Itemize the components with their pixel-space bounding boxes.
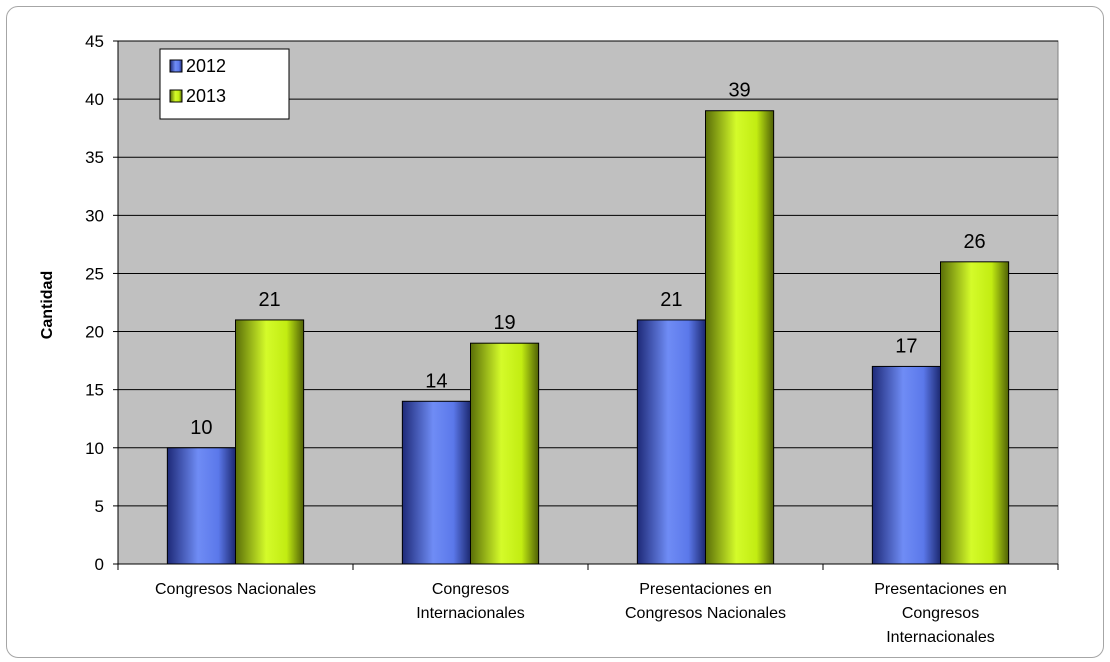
y-tick-label: 0 [95, 555, 104, 574]
legend-label: 2012 [186, 56, 226, 76]
y-tick-label: 35 [85, 148, 104, 167]
bar-2013 [470, 342, 540, 565]
y-tick-label: 25 [85, 264, 104, 283]
data-label: 21 [660, 289, 682, 311]
legend-swatch-2012 [169, 59, 183, 73]
bar-2012 [636, 319, 706, 565]
bar-2013 [235, 319, 305, 565]
y-tick-label: 20 [85, 323, 104, 342]
x-tick-label: Presentaciones en [874, 581, 1007, 598]
bar-2012 [166, 447, 237, 565]
bar-2012 [401, 400, 472, 565]
y-tick-label: 5 [95, 497, 104, 516]
data-label: 26 [963, 231, 985, 253]
data-label: 10 [190, 417, 212, 439]
y-tick-label: 15 [85, 381, 104, 400]
data-label: 14 [425, 370, 447, 392]
y-tick-label: 45 [85, 32, 104, 51]
data-label: 17 [895, 335, 917, 357]
legend-label: 2013 [186, 86, 226, 106]
bar-2013 [940, 261, 1010, 565]
x-tick-label: Congresos [432, 581, 509, 598]
data-label: 21 [258, 289, 280, 311]
data-label: 39 [728, 80, 750, 102]
legend: 2012 2013 [159, 48, 290, 120]
y-tick-label: 30 [85, 206, 104, 225]
y-axis-label: Cantidad [39, 271, 56, 339]
x-tick-label: Congresos [902, 605, 979, 622]
legend-swatch-2013 [169, 89, 183, 103]
y-tick-label: 10 [85, 439, 104, 458]
data-label: 19 [493, 312, 515, 334]
x-tick-label: Internacionales [886, 629, 995, 646]
x-tick-label: Congresos Nacionales [625, 605, 786, 622]
bar-2012 [871, 365, 941, 565]
x-tick-label: Internacionales [416, 605, 525, 622]
x-tick-label: Presentaciones en [639, 581, 772, 598]
x-tick-label: Congresos Nacionales [155, 581, 316, 598]
bar-2013 [705, 110, 775, 565]
y-tick-label: 40 [85, 90, 104, 109]
